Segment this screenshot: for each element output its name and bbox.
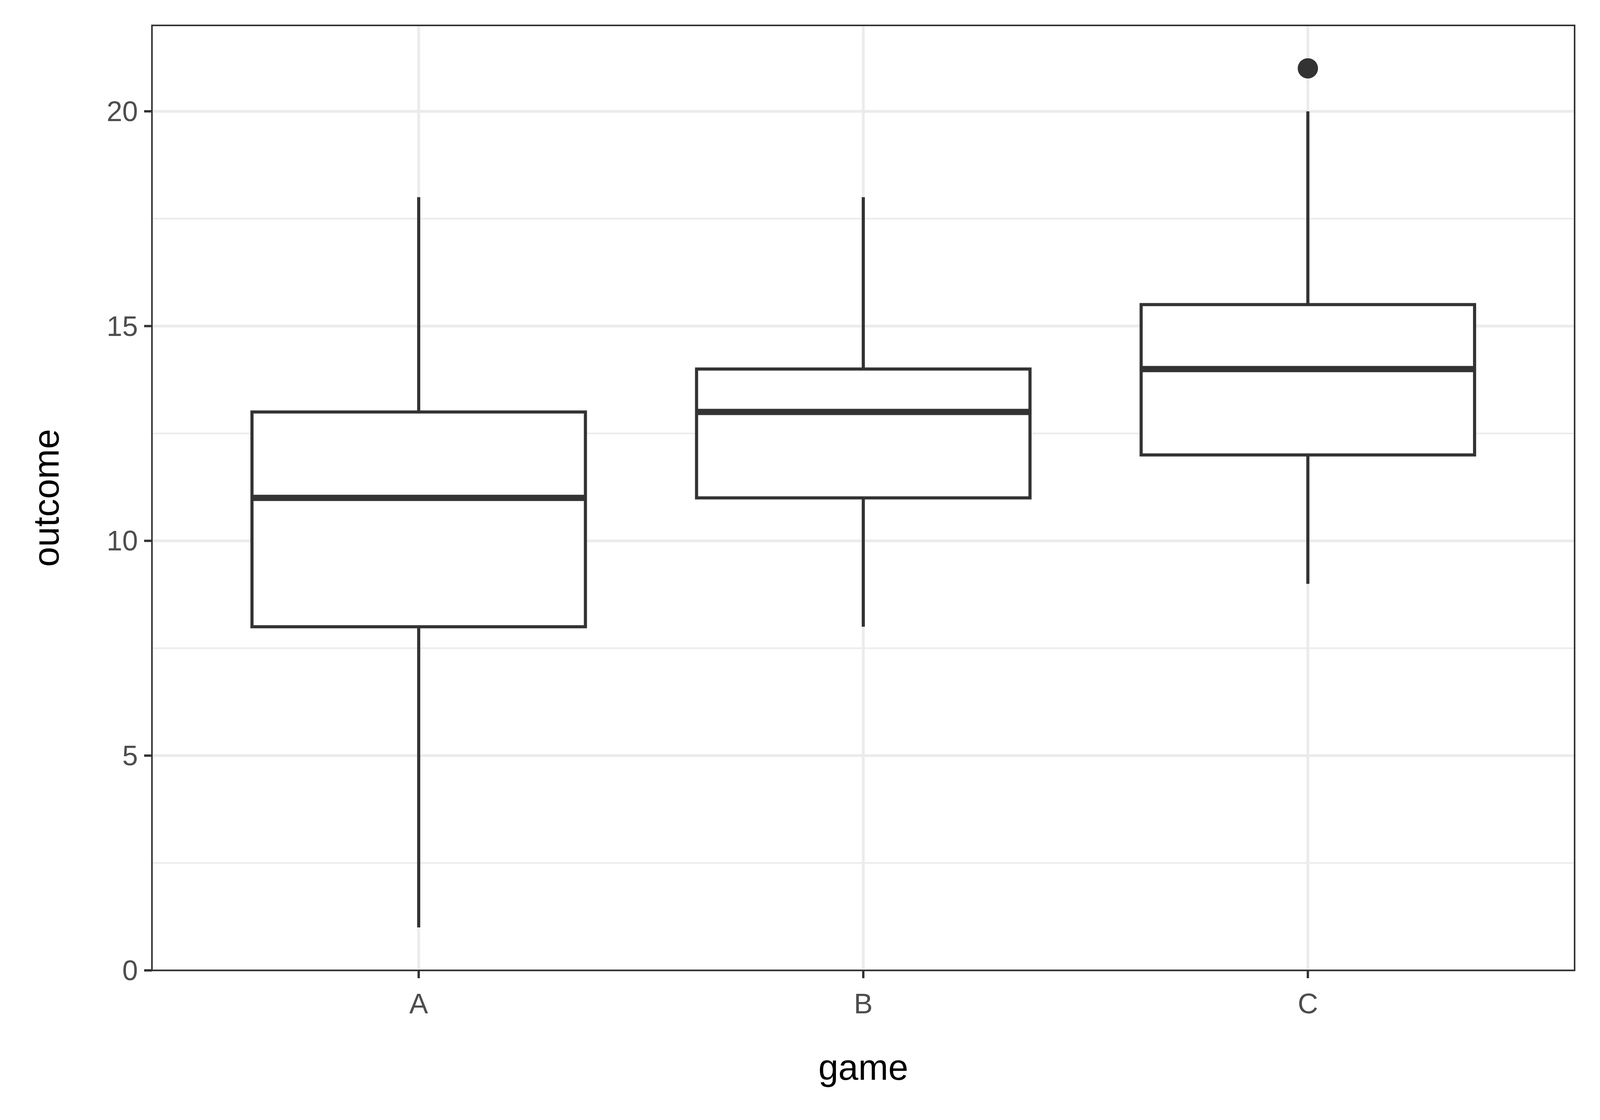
panel-border — [151, 25, 1575, 971]
x-tick-label: A — [409, 987, 429, 1020]
y-tick-label: 5 — [122, 739, 138, 772]
chart-container: 0 5 10 15 20 A B Cgame outcome — [0, 0, 1600, 1120]
lower-whisker — [1306, 455, 1310, 584]
x-tick — [417, 970, 420, 979]
box-group — [696, 197, 1031, 627]
median-line — [696, 408, 1031, 416]
y-axis-title: outcome — [26, 428, 67, 567]
x-tick — [862, 970, 865, 979]
median-line — [1141, 366, 1475, 373]
y-tick — [144, 325, 152, 328]
boxes — [251, 58, 1475, 928]
outlier — [1297, 58, 1318, 79]
y-tick — [144, 754, 152, 757]
upper-whisker — [1306, 111, 1310, 305]
x-grid-line — [1306, 25, 1310, 971]
grid — [151, 25, 1575, 971]
x-tick-label: B — [853, 987, 873, 1020]
y-tick — [144, 539, 152, 542]
y-tick-label: 10 — [106, 525, 138, 557]
axes: 0 5 10 15 20 A B C — [106, 95, 1318, 1020]
x-tick — [1306, 970, 1309, 979]
x-tick-label: C — [1297, 987, 1318, 1020]
upper-whisker — [417, 197, 421, 413]
box — [696, 369, 1031, 499]
lower-whisker — [861, 498, 865, 627]
y-tick-label: 0 — [122, 954, 138, 986]
upper-whisker — [861, 197, 865, 370]
median-line — [251, 494, 586, 502]
box — [251, 412, 586, 627]
x-axis-title: game — [818, 1047, 909, 1088]
panel-background — [151, 25, 1575, 971]
y-tick — [144, 969, 152, 972]
lower-whisker — [417, 626, 421, 928]
chart-svg: 0 5 10 15 20 A B Cgame outcome — [0, 0, 1600, 1120]
y-tick-label: 20 — [106, 95, 138, 127]
box-group — [1141, 58, 1475, 584]
box — [1141, 304, 1475, 456]
box-group — [251, 197, 586, 928]
y-tick-label: 15 — [106, 310, 138, 342]
y-tick — [144, 110, 152, 113]
